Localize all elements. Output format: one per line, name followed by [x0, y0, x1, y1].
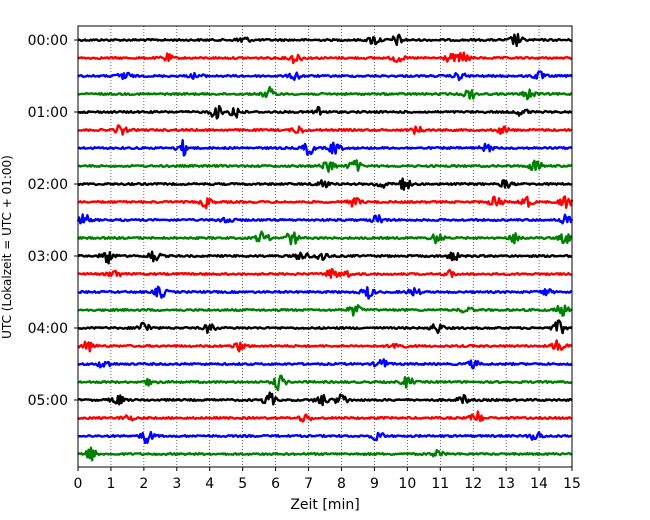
trace-0100: [77, 104, 573, 120]
x-tick-label: 11: [431, 476, 449, 492]
x-tick-label: 8: [337, 476, 346, 492]
trace-0115: [77, 124, 573, 136]
y-axis-ticks: 00:00 01:00 02:00 03:00 04:00 05:00: [28, 33, 78, 409]
trace-0045: [77, 85, 573, 101]
x-tick-label: 10: [398, 476, 416, 492]
x-tick-label: 7: [304, 476, 313, 492]
y-tick-label: 05:00: [28, 393, 68, 409]
x-tick-label: 2: [139, 476, 148, 492]
x-tick-label: 14: [530, 476, 548, 492]
trace-0315: [77, 267, 573, 279]
y-tick-label: 00:00: [28, 33, 68, 49]
trace-group: [76, 33, 574, 462]
x-tick-label: 9: [370, 476, 379, 492]
trace-0130: [77, 139, 573, 157]
x-axis-ticks: 0 1 2 3 4 5 6 7 8 9 10 11 12 13 14 15: [74, 467, 581, 492]
trace-0430: [77, 358, 573, 370]
trace-0345: [77, 304, 573, 317]
x-axis-label: Zeit [min]: [290, 497, 359, 513]
x-tick-label: 0: [74, 476, 83, 492]
trace-0015: [77, 51, 573, 65]
trace-0500: [77, 391, 573, 407]
trace-0300: [77, 250, 573, 265]
x-tick-label: 1: [106, 476, 115, 492]
x-tick-label: 13: [497, 476, 515, 492]
y-axis-label: UTC (Lokalzeit = UTC + 01:00): [0, 155, 14, 339]
trace-0515: [77, 410, 573, 423]
trace-0000: [77, 33, 573, 48]
y-tick-label: 04:00: [28, 321, 68, 337]
y-tick-label: 01:00: [28, 105, 68, 121]
trace-0445: [77, 374, 573, 392]
x-tick-label: 6: [271, 476, 280, 492]
plot-background: [78, 26, 572, 467]
trace-0145: [77, 159, 573, 173]
trace-0415: [77, 339, 573, 353]
x-tick-label: 4: [205, 476, 214, 492]
plot-frame: [77, 25, 573, 468]
trace-0330: [77, 285, 573, 300]
trace-0245: [77, 230, 573, 246]
trace-0545: [77, 446, 573, 462]
y-tick-label: 03:00: [28, 249, 68, 265]
x-tick-label: 3: [172, 476, 181, 492]
x-tick-label: 15: [563, 476, 581, 492]
trace-0530: [77, 430, 573, 445]
trace-0400: [77, 319, 573, 335]
trace-0230: [76, 213, 574, 225]
x-tick-label: 12: [464, 476, 482, 492]
trace-0200: [77, 177, 573, 191]
trace-0030: [77, 70, 573, 82]
y-tick-label: 02:00: [28, 177, 68, 193]
x-tick-label: 5: [238, 476, 247, 492]
trace-0215: [77, 195, 574, 210]
